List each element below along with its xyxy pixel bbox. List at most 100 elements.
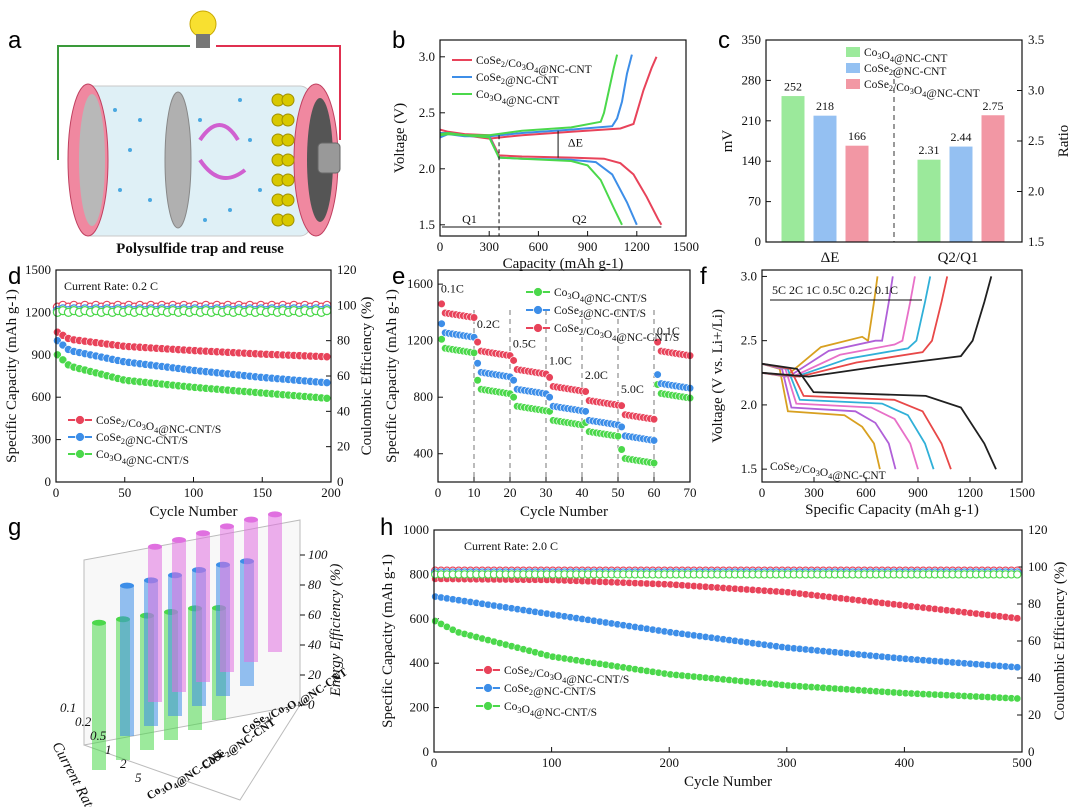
x-tick-label: 70 [684,485,697,500]
capacity-point [653,370,662,379]
host-sphere [281,113,295,127]
legend-label: CoSe2@NC-CNT/S [504,683,596,698]
x-tick-label: 300 [479,239,499,254]
bar-delta-e [781,96,805,243]
capacity-point [653,337,662,347]
capacity-point [617,445,626,454]
panel-e-chart: 0 10 20 30 40 50 60 70 400 800 1200 1600 Cycle Numbe… [384,276,697,520]
bulb-base [196,34,210,48]
current-rate-label: Current Rate: 0.2 C [64,279,158,293]
cylinder-cap [220,523,234,530]
host-sphere [281,173,295,187]
bar-label: 2.44 [951,130,972,144]
legend-label: Co3O4@NC-CNT/S [96,449,189,467]
bar-ratio [917,159,941,243]
y-tick-label: 3.5 [1028,32,1044,47]
efficiency-point [1013,570,1022,579]
y-tick-label: 1600 [407,276,433,291]
x-tick-label: 900 [908,485,928,500]
x-tick-label: 1500 [1009,485,1035,500]
z-tick-label: 0 [308,697,315,712]
cylinder-cap [120,582,134,589]
bar-ratio [949,146,973,243]
capacity-point [649,458,659,468]
panel-f-axes [761,269,1023,483]
legend-swatch [846,47,860,57]
bar-label: 252 [784,80,802,94]
x-axis-label: Cycle Number [520,504,608,520]
y-tick-label: 70 [748,194,761,209]
legend-marker [483,665,493,675]
efficiency-cylinder [244,519,258,662]
bar-delta-e [813,115,837,243]
x-tick-label: 300 [777,755,797,770]
legend-swatch [846,63,860,73]
efficiency-cylinder [92,622,106,770]
y-tick-label: 2.0 [419,161,435,176]
capacity-point [469,313,479,322]
legend-label: CoSe2@NC-CNT/S [554,305,646,320]
y-tick-label: 20 [1028,707,1041,722]
bar-ratio [981,115,1005,243]
y-tick-label: 140 [742,153,762,168]
bar-label: 2.75 [983,99,1004,113]
charge-curve [761,276,993,378]
panel-letter-c: c [718,27,730,54]
panel-letter-d: d [8,263,21,290]
x-tick-label: 100 [184,485,204,500]
legend-marker [75,432,85,442]
z-tick-label: 60 [308,607,322,622]
z-tick-label: 20 [308,667,322,682]
q2-label: Q2 [572,212,587,226]
polysulfide-dot [128,148,132,152]
y-tick-label: 100 [1028,559,1048,574]
y-tick-label: 2.5 [419,105,435,120]
legend-marker [75,449,85,459]
panel-c-chart: 0 70 140 210 280 350 1.5 2.0 2.5 3.0 3.5 mV Ratio 252… [720,32,1072,266]
legend-label: CoSe2/Co3O4@NC-CNT/S [504,665,629,686]
panel-h-axes [433,529,1023,753]
capacity-point [545,393,554,402]
legend-label: CoSe2/Co3O4@NC-CNT [864,79,980,100]
capacity-point [322,352,332,362]
y-tick-label: 280 [742,72,762,87]
discharge-curve [439,131,623,226]
polysulfide-dot [138,118,142,122]
bar-label: 2.31 [919,143,940,157]
q1-label: Q1 [462,212,477,226]
delta-e-label: ΔE [568,135,583,149]
discharge-curve [440,132,638,226]
capacity-point [473,359,482,368]
x-tick-label: 40 [576,485,589,500]
capacity-point [469,348,479,357]
cylinder-cap [92,619,106,626]
x-category-label: Q2/Q1 [938,250,979,266]
polysulfide-dot [248,138,252,142]
x-tick-label: 100 [542,755,562,770]
bar-label: 218 [816,99,834,113]
legend-marker [75,415,85,425]
y-tick-label: 1.5 [419,217,435,232]
y-tick-label: 800 [414,389,434,404]
y-tick-label: 2.0 [741,397,757,412]
x-tick-label: 50 [118,485,131,500]
legend-marker [533,323,543,333]
efficiency-cylinder [220,526,234,672]
current-rate-label: Current Rate: 2.0 C [464,539,558,553]
capacity-point [437,319,446,328]
capacity-point [1013,614,1022,623]
efficiency-cylinder [148,546,162,702]
y-tick-label: 350 [742,32,762,47]
y-tick-label: 3.0 [741,268,757,283]
capacity-point [53,350,62,360]
capacity-point [473,337,482,347]
y-tick-label: 0 [337,474,344,489]
y-tick-label: 2.5 [741,333,757,348]
x-tick-label: 10 [468,485,481,500]
discharge-curve [761,362,952,470]
efficiency-cylinder [268,514,282,652]
x-tick-label: 400 [895,755,915,770]
x-tick-label: 1200 [957,485,983,500]
y-tick-label: 600 [410,611,430,626]
